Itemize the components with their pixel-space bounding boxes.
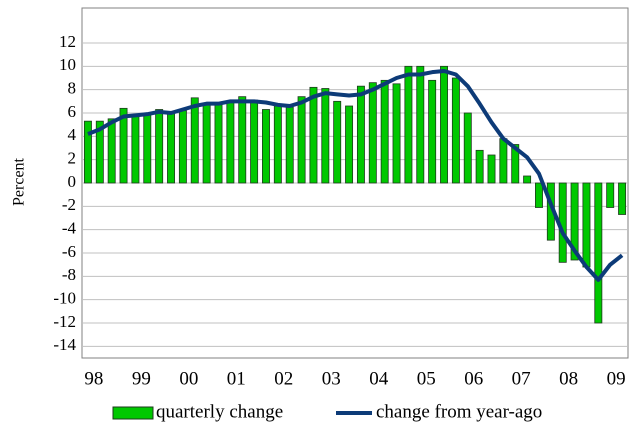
legend-label: quarterly change [156, 401, 283, 422]
bar [380, 79, 389, 184]
bar [155, 109, 164, 184]
y-axis-label: Percent [11, 157, 28, 206]
bar [416, 65, 425, 184]
x-tick-label: 99 [132, 368, 151, 389]
bar [190, 97, 199, 184]
bar [523, 175, 532, 184]
bar [83, 120, 92, 184]
bar [107, 118, 116, 184]
bar [143, 112, 152, 184]
bar [333, 100, 342, 184]
bar [202, 103, 211, 184]
bar [440, 65, 448, 184]
bar [511, 144, 520, 184]
bar [345, 105, 354, 184]
bar [451, 77, 460, 184]
bar [475, 149, 484, 184]
bar [238, 96, 247, 184]
bar [95, 120, 104, 184]
bar [297, 96, 306, 184]
y-tick-label: -2 [62, 195, 76, 214]
bar [285, 106, 294, 184]
bar [570, 182, 579, 261]
bar [214, 104, 223, 184]
y-tick-label: -6 [62, 242, 76, 261]
bar [131, 114, 140, 184]
legend-label: change from year-ago [376, 401, 542, 422]
bar [226, 100, 235, 184]
x-tick-label: 08 [559, 368, 578, 389]
y-tick-label: 4 [68, 125, 77, 144]
bar [499, 138, 508, 184]
bar [594, 182, 603, 324]
x-tick-label: 98 [84, 368, 103, 389]
y-tick-label: -12 [53, 312, 76, 331]
y-tick-label: 6 [68, 102, 77, 121]
bar [167, 112, 175, 184]
bar [606, 182, 615, 208]
y-tick-label: -4 [62, 219, 77, 238]
bar [428, 79, 437, 184]
bar [309, 86, 318, 184]
bar [356, 85, 365, 184]
bar [250, 99, 259, 184]
bar [535, 182, 543, 208]
bar [618, 182, 627, 215]
bar [321, 88, 330, 184]
y-tick-label: 10 [59, 55, 76, 74]
y-tick-label: -14 [53, 335, 76, 354]
bar [392, 83, 401, 184]
x-tick-label: 00 [179, 368, 198, 389]
y-tick-label: 2 [68, 149, 77, 168]
x-tick-label: 03 [322, 368, 341, 389]
bar [463, 112, 472, 184]
bar [368, 82, 377, 184]
y-tick-label: -8 [62, 265, 76, 284]
x-tick-label: 02 [274, 368, 293, 389]
y-tick-label: 12 [59, 32, 76, 51]
x-tick-label: 09 [607, 368, 626, 389]
bar [119, 107, 128, 184]
bar [178, 110, 187, 184]
line [87, 69, 624, 282]
bar [404, 65, 413, 184]
x-tick-label: 06 [464, 368, 483, 389]
bar [273, 105, 282, 184]
y-tick-label: -10 [53, 289, 76, 308]
bar [262, 109, 270, 184]
x-tick-label: 05 [417, 368, 436, 389]
x-tick-label: 04 [369, 368, 389, 389]
legend-swatch [112, 406, 154, 420]
bar [487, 154, 496, 184]
bar [582, 182, 591, 268]
x-tick-label: 07 [512, 368, 531, 389]
y-tick-label: 0 [68, 172, 77, 191]
y-tick-label: 8 [68, 79, 77, 98]
x-tick-label: 01 [227, 368, 246, 389]
